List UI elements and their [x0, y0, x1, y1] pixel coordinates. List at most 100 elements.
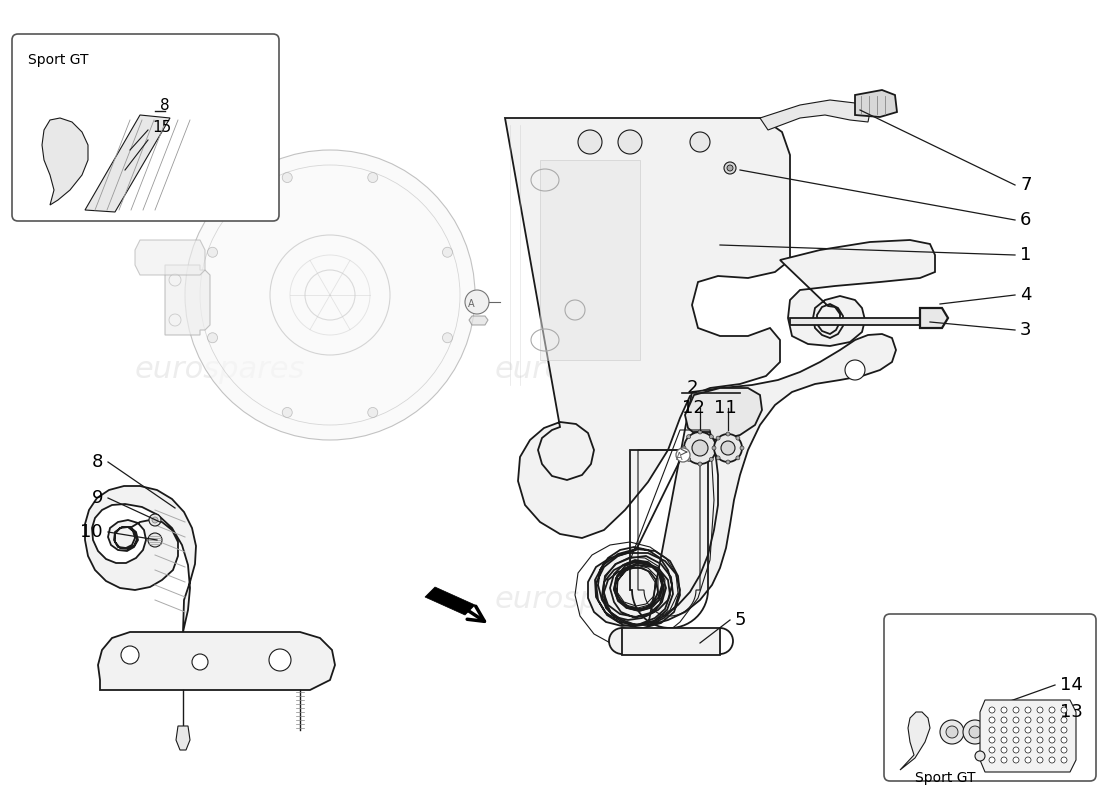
Text: 13: 13	[1060, 703, 1082, 721]
Circle shape	[710, 458, 713, 462]
Text: 12: 12	[682, 399, 705, 417]
Circle shape	[367, 173, 377, 182]
Polygon shape	[98, 632, 336, 690]
Text: 10: 10	[80, 523, 103, 541]
Circle shape	[682, 446, 686, 450]
Circle shape	[710, 434, 713, 438]
Circle shape	[726, 460, 730, 464]
Circle shape	[1013, 747, 1019, 753]
Circle shape	[690, 132, 710, 152]
Circle shape	[1037, 757, 1043, 763]
Circle shape	[940, 720, 964, 744]
Circle shape	[185, 150, 475, 440]
Circle shape	[684, 432, 716, 464]
Circle shape	[1037, 727, 1043, 733]
Circle shape	[1037, 747, 1043, 753]
Text: 8: 8	[91, 453, 103, 471]
Circle shape	[962, 720, 987, 744]
Polygon shape	[540, 160, 640, 360]
Text: 8: 8	[161, 98, 169, 113]
Polygon shape	[855, 90, 896, 117]
Polygon shape	[469, 316, 488, 325]
Text: Sport GT: Sport GT	[915, 771, 976, 785]
FancyBboxPatch shape	[884, 614, 1096, 781]
Circle shape	[1001, 707, 1006, 713]
Circle shape	[1062, 707, 1067, 713]
Circle shape	[1062, 757, 1067, 763]
Circle shape	[740, 446, 744, 450]
Text: 1: 1	[1020, 246, 1032, 264]
Circle shape	[736, 456, 740, 460]
Text: 11: 11	[714, 399, 737, 417]
Circle shape	[736, 436, 740, 440]
Circle shape	[1037, 707, 1043, 713]
Circle shape	[148, 533, 162, 547]
Circle shape	[208, 247, 218, 258]
Circle shape	[283, 407, 293, 418]
Circle shape	[465, 290, 490, 314]
Circle shape	[609, 628, 635, 654]
Circle shape	[724, 162, 736, 174]
Circle shape	[1025, 707, 1031, 713]
Polygon shape	[900, 712, 930, 770]
Circle shape	[726, 432, 730, 436]
Circle shape	[714, 446, 718, 450]
Circle shape	[686, 434, 691, 438]
Polygon shape	[980, 700, 1076, 772]
Circle shape	[714, 434, 742, 462]
Circle shape	[1049, 757, 1055, 763]
Circle shape	[192, 654, 208, 670]
Circle shape	[1013, 737, 1019, 743]
Text: eurospares: eurospares	[135, 355, 305, 385]
Circle shape	[946, 726, 958, 738]
FancyBboxPatch shape	[12, 34, 279, 221]
Text: 5: 5	[735, 611, 747, 629]
Polygon shape	[588, 334, 896, 626]
Circle shape	[1037, 737, 1043, 743]
Circle shape	[208, 333, 218, 342]
Circle shape	[1013, 717, 1019, 723]
Polygon shape	[85, 486, 196, 632]
Circle shape	[989, 747, 996, 753]
Circle shape	[442, 247, 452, 258]
Circle shape	[618, 130, 642, 154]
Circle shape	[1025, 717, 1031, 723]
Circle shape	[283, 173, 293, 182]
Circle shape	[1049, 727, 1055, 733]
Text: 6: 6	[1020, 211, 1032, 229]
Circle shape	[270, 649, 292, 671]
Circle shape	[1001, 727, 1006, 733]
Circle shape	[1001, 747, 1006, 753]
Polygon shape	[425, 587, 475, 615]
Circle shape	[1013, 727, 1019, 733]
Circle shape	[1037, 717, 1043, 723]
Circle shape	[442, 333, 452, 342]
Circle shape	[727, 165, 733, 171]
Circle shape	[367, 407, 377, 418]
Circle shape	[1013, 757, 1019, 763]
Polygon shape	[176, 726, 190, 750]
Circle shape	[1013, 707, 1019, 713]
Circle shape	[720, 441, 735, 455]
Circle shape	[1025, 737, 1031, 743]
Circle shape	[989, 757, 996, 763]
Circle shape	[698, 430, 702, 434]
Circle shape	[676, 448, 690, 462]
Circle shape	[1062, 747, 1067, 753]
Circle shape	[1049, 747, 1055, 753]
Polygon shape	[790, 312, 930, 325]
Circle shape	[148, 514, 161, 526]
Text: eurospares: eurospares	[495, 355, 666, 385]
Circle shape	[1001, 737, 1006, 743]
Polygon shape	[505, 118, 790, 538]
Circle shape	[686, 458, 691, 462]
Circle shape	[969, 726, 981, 738]
Circle shape	[692, 440, 708, 456]
Polygon shape	[780, 240, 935, 346]
Circle shape	[1049, 707, 1055, 713]
Circle shape	[716, 456, 720, 460]
Text: eurospares: eurospares	[495, 586, 666, 614]
Circle shape	[989, 727, 996, 733]
Polygon shape	[685, 388, 762, 440]
Circle shape	[716, 436, 720, 440]
